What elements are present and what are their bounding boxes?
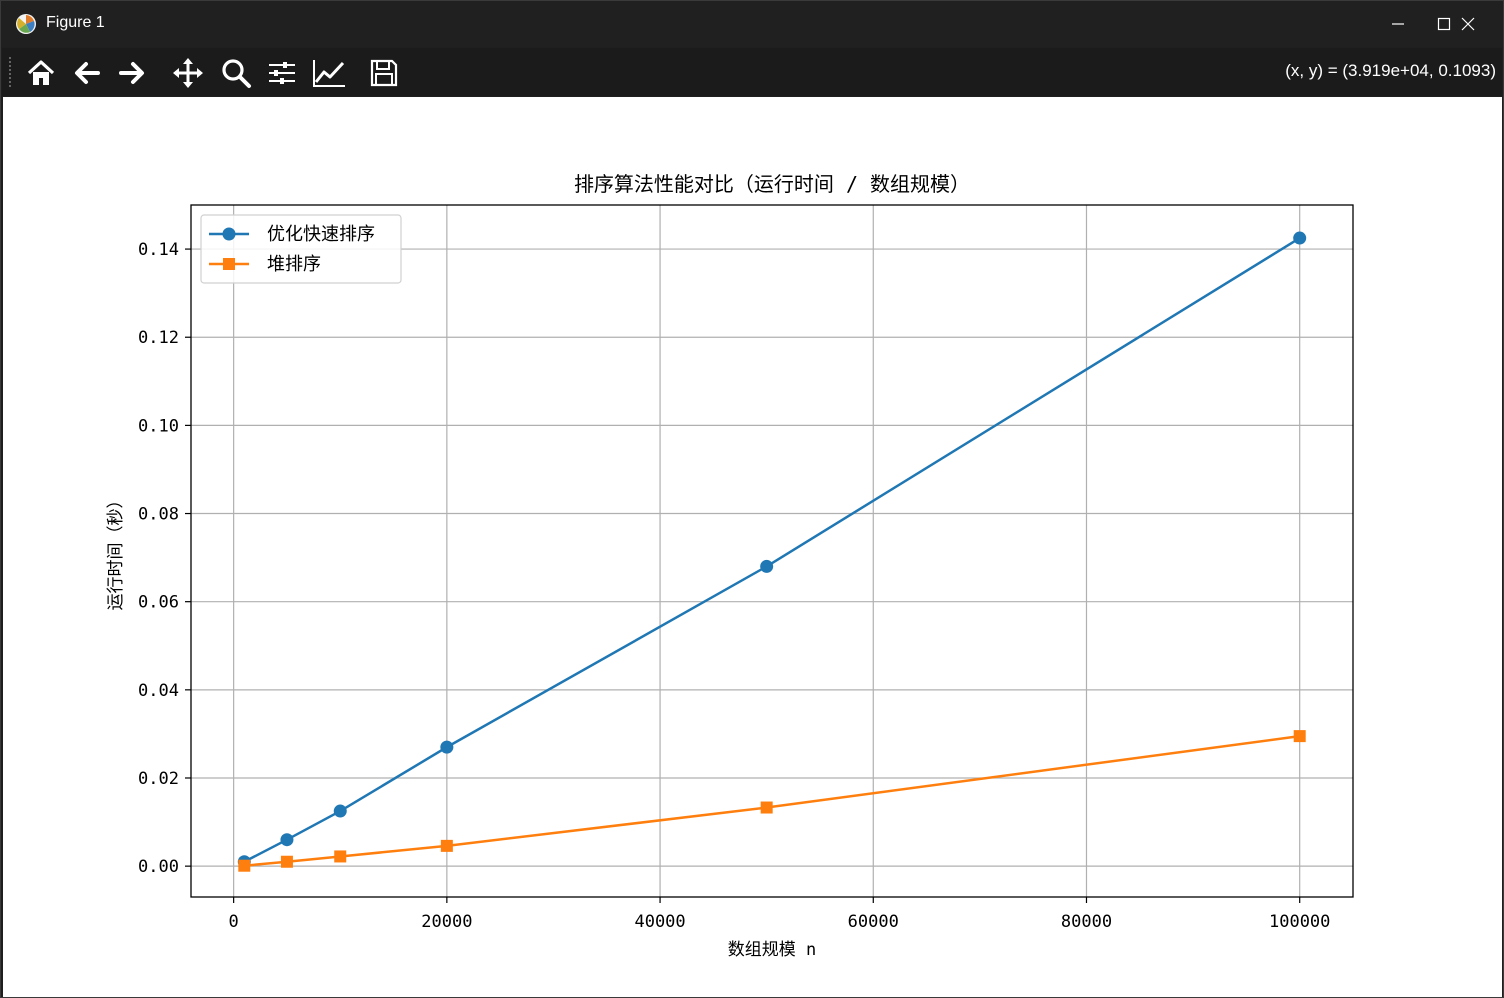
x-tick-label: 40000 [634, 912, 685, 932]
home-button[interactable] [23, 55, 59, 91]
y-tick-label: 0.02 [138, 769, 179, 789]
x-tick-label: 0 [229, 912, 239, 932]
edit-axis-button[interactable] [311, 55, 347, 91]
data-point [440, 740, 454, 754]
series [237, 231, 1307, 872]
zoom-icon [222, 59, 251, 88]
grid [191, 205, 1353, 897]
maximize-button[interactable] [1421, 1, 1467, 47]
series-line [243, 236, 1301, 863]
data-point [238, 859, 251, 872]
app-icon [16, 14, 36, 34]
data-point [760, 559, 774, 573]
y-tick-label: 0.12 [138, 328, 179, 348]
legend-label: 堆排序 [267, 254, 321, 275]
series-line [244, 734, 1300, 867]
data-point [280, 855, 293, 868]
y-axis-label: 运行时间（秒） [106, 492, 126, 611]
series-2 [238, 730, 1306, 872]
save-button[interactable] [366, 55, 402, 91]
x-tick-label: 60000 [848, 912, 899, 932]
data-point [280, 833, 294, 847]
configure-subplots-button[interactable] [264, 55, 300, 91]
x-axis-label: 数组规模 n [728, 940, 816, 960]
x-tick-label: 100000 [1269, 912, 1330, 932]
data-point [334, 850, 347, 863]
data-point [1293, 730, 1306, 743]
zoom-button[interactable] [218, 55, 254, 91]
series-1 [237, 231, 1307, 869]
line-chart: 0.00 0.02 0.04 0.06 0.08 0.10 0.12 0.14 0 20000 4… [106, 172, 1354, 960]
home-icon [27, 60, 55, 85]
pan-button[interactable] [170, 55, 206, 91]
window-title: Figure 1 [46, 14, 105, 31]
maximize-icon [1437, 17, 1451, 31]
x-axis: 0 20000 40000 60000 80000 100000 [229, 897, 1330, 932]
navigation-toolbar: (x, y) = (3.919e+04, 0.1093) [2, 48, 1502, 96]
y-tick-label: 0.08 [138, 505, 179, 525]
y-tick-label: 0.04 [138, 681, 179, 701]
axes-frame [190, 204, 1354, 898]
pan-icon [173, 58, 203, 88]
figure-canvas[interactable]: 0.00 0.02 0.04 0.06 0.08 0.10 0.12 0.14 0 20000 4… [3, 97, 1502, 997]
spacer [1375, 1, 1421, 47]
y-tick-label: 0.06 [138, 593, 179, 613]
title-bar[interactable]: Figure 1 [1, 1, 1503, 47]
close-button[interactable] [1445, 1, 1491, 47]
minimize-icon [1392, 23, 1404, 25]
back-arrow-icon [75, 62, 100, 84]
legend-marker [222, 227, 236, 241]
back-button[interactable] [69, 55, 105, 91]
data-point [760, 801, 773, 814]
x-tick-label: 20000 [421, 912, 472, 932]
configure-subplots-icon [269, 62, 295, 84]
cursor-coordinates: (x, y) = (3.919e+04, 0.1093) [1285, 61, 1496, 80]
edit-axis-icon [313, 60, 345, 87]
x-tick-label: 80000 [1061, 912, 1112, 932]
close-icon [1461, 17, 1475, 31]
y-tick-label: 0.00 [138, 857, 179, 877]
chart-title: 排序算法性能对比（运行时间 / 数组规模） [574, 172, 970, 196]
save-icon [370, 59, 398, 87]
legend-label: 优化快速排序 [267, 224, 375, 245]
legend-marker [223, 258, 235, 270]
y-tick-label: 0.10 [138, 416, 179, 436]
forward-arrow-icon [119, 62, 144, 84]
forward-button[interactable] [114, 55, 150, 91]
data-point [1293, 231, 1307, 245]
y-tick-label: 0.14 [138, 240, 179, 260]
y-axis: 0.00 0.02 0.04 0.06 0.08 0.10 0.12 0.14 [138, 240, 191, 877]
minimize-button[interactable] [1375, 1, 1421, 47]
data-point [440, 839, 453, 852]
toolbar-grip[interactable] [8, 56, 12, 88]
data-point [333, 804, 347, 818]
legend-box [200, 214, 402, 284]
